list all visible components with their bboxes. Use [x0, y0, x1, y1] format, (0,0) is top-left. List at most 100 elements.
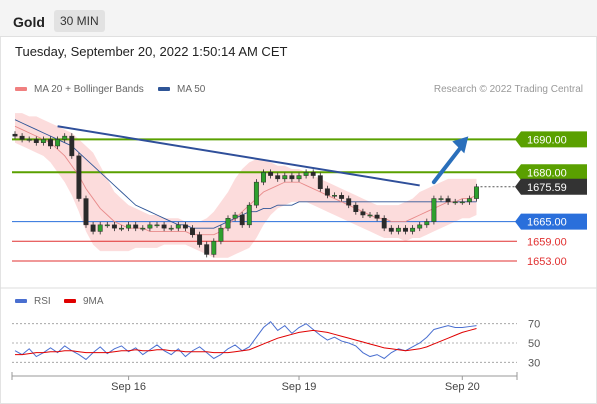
candle-down — [239, 214, 245, 226]
candle-down — [83, 198, 89, 226]
candle-up — [168, 227, 174, 230]
candle-up — [474, 186, 479, 199]
candle-down — [133, 224, 139, 229]
current-price-tag — [515, 178, 587, 195]
level-resistance-tag — [515, 164, 587, 181]
legend-item-9ma: 9MA — [64, 296, 104, 307]
candle-down — [197, 234, 203, 245]
candle-down — [324, 188, 330, 196]
copyright: Research © 2022 Trading Central — [433, 84, 583, 95]
candle-up — [417, 224, 423, 229]
candle-down — [161, 224, 167, 229]
candle-down — [353, 204, 359, 212]
legend-label: MA 50 — [177, 84, 206, 95]
candle-down — [275, 175, 281, 180]
legend-swatch — [15, 299, 27, 304]
forecast-arrow-shaft — [431, 143, 465, 185]
level-resistance-label: 1690.00 — [527, 134, 567, 146]
ma50-line — [14, 119, 477, 229]
level-support-label: 1659.00 — [527, 236, 567, 248]
rsi-series-9ma — [15, 328, 477, 356]
candle-up — [126, 224, 132, 229]
candle-down — [374, 214, 380, 219]
candle-down — [182, 224, 188, 229]
candle-down — [69, 135, 75, 157]
candle-up — [452, 201, 458, 204]
x-tick-label: Sep 16 — [111, 381, 146, 393]
candle-up — [154, 224, 160, 227]
candle-up — [261, 172, 266, 183]
candle-up — [26, 139, 32, 141]
candle-down — [190, 227, 195, 235]
candle-up — [332, 195, 337, 197]
legend-swatch — [64, 299, 76, 304]
candle-down — [289, 175, 295, 180]
candle-up — [410, 227, 416, 232]
candle-down — [204, 244, 210, 255]
level-pivot-label: 1665.00 — [527, 217, 567, 229]
current-price-label: 1675.59 — [527, 182, 567, 194]
candle-up — [62, 135, 68, 140]
timestamp: Tuesday, September 20, 2022 1:50:14 AM C… — [15, 44, 288, 59]
candle-down — [360, 211, 366, 216]
header-bar: Gold 30 MIN — [0, 0, 597, 37]
legend-label: RSI — [34, 296, 51, 307]
legend-label: MA 20 + Bollinger Bands — [34, 84, 144, 95]
trendline — [57, 125, 420, 187]
candle-down — [19, 135, 25, 140]
candle-up — [282, 175, 288, 180]
candle-down — [346, 198, 352, 206]
instrument-title: Gold — [13, 14, 45, 30]
candle-up — [424, 221, 430, 226]
legend-item-bollinger: MA 20 + Bollinger Bands — [15, 84, 144, 95]
candle-up — [367, 214, 373, 217]
candle-up — [296, 175, 302, 180]
level-pivot-tag — [515, 213, 587, 230]
candle-down — [12, 133, 18, 137]
rsi-series-rsi — [14, 321, 477, 361]
level-resistance-label: 1680.00 — [527, 167, 567, 179]
candle-down — [33, 139, 39, 143]
candle-down — [317, 175, 323, 189]
x-tick-label: Sep 19 — [282, 381, 317, 393]
x-tick-label: Sep 20 — [445, 381, 480, 393]
legend-swatch — [158, 87, 170, 92]
legend-swatch — [15, 87, 27, 92]
candle-up — [431, 198, 437, 222]
level-support-label: 1653.00 — [527, 256, 567, 268]
candle-up — [55, 139, 61, 147]
candle-up — [147, 224, 153, 229]
candle-up — [40, 139, 46, 143]
rsi-tick-label: 70 — [528, 319, 540, 331]
candle-up — [211, 241, 217, 255]
candle-up — [232, 214, 238, 219]
candle-up — [466, 198, 472, 203]
candle-up — [119, 227, 124, 230]
candle-down — [76, 155, 82, 199]
ma20-line — [14, 125, 477, 236]
candle-up — [104, 224, 110, 227]
forecast-arrow-head — [452, 136, 469, 154]
candle-up — [395, 227, 401, 232]
legend-label: 9MA — [83, 296, 104, 307]
candle-up — [225, 218, 231, 229]
candle-down — [403, 227, 408, 232]
candle-down — [48, 139, 53, 147]
candle-up — [303, 172, 309, 176]
candle-down — [388, 227, 394, 232]
candle-up — [140, 227, 146, 230]
candle-down — [339, 195, 345, 199]
legend-item-rsi: RSI — [15, 296, 51, 307]
timeframe-badge[interactable]: 30 MIN — [54, 10, 105, 32]
candle-up — [253, 181, 259, 206]
rsi-tick-label: 50 — [528, 338, 540, 350]
candle-down — [90, 224, 96, 232]
candle-down — [445, 198, 451, 203]
candle-down — [111, 224, 117, 229]
candle-up — [246, 204, 252, 226]
candle-down — [310, 172, 316, 176]
candle-up — [97, 224, 103, 232]
rsi-tick-label: 30 — [528, 357, 540, 369]
candle-up — [175, 224, 181, 229]
